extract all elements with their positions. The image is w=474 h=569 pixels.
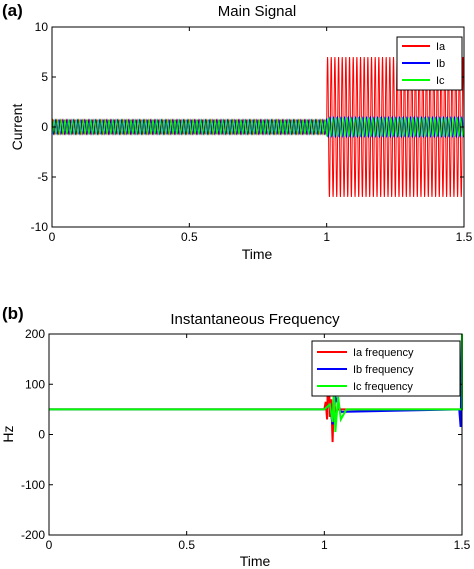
y-tick-label: 100 <box>25 377 45 391</box>
panel-a: (a) Main Signal 0 0.5 1 1.5 10 5 0 -5 -10 Time C… <box>2 1 473 262</box>
y-tick-label: 0 <box>41 120 48 134</box>
panel-a-ylabel: Current <box>9 104 25 151</box>
panel-a-legend: Ia Ib Ic <box>396 36 463 91</box>
panel-b-legend-ic: Ic frequency <box>353 381 413 393</box>
series-line-ic <box>51 116 465 138</box>
series-line-ia <box>51 56 465 198</box>
panel-b-title: Instantaneous Frequency <box>170 311 340 328</box>
x-tick-label: 0.5 <box>181 230 198 244</box>
panel-b-legend-ib: Ib frequency <box>353 364 414 376</box>
series-line-ib <box>51 115 465 139</box>
panel-a-xlabel: Time <box>242 246 273 262</box>
y-tick-label: -10 <box>31 220 49 234</box>
panel-b-plot-area <box>49 333 463 443</box>
y-tick-label: -100 <box>21 478 45 492</box>
x-tick-label: 0.5 <box>178 538 195 552</box>
panel-b-legend: Ia frequency Ib frequency Ic frequency <box>311 340 461 397</box>
y-tick-label: 200 <box>25 327 45 341</box>
panel-a-plot-area <box>51 56 465 198</box>
panel-a-label: (a) <box>2 1 23 20</box>
panel-a-ticks: 0 0.5 1 1.5 10 5 0 -5 -10 <box>31 20 473 244</box>
x-tick-label: 1 <box>323 230 330 244</box>
y-tick-label: -200 <box>21 528 45 542</box>
panel-a-legend-ic: Ic <box>436 75 445 87</box>
panel-b-xlabel: Time <box>240 553 271 569</box>
x-tick-label: 1.5 <box>454 538 471 552</box>
x-tick-label: 1.5 <box>456 230 473 244</box>
y-tick-label: 0 <box>38 428 45 442</box>
panel-b-label: (b) <box>2 304 24 323</box>
panel-b: (b) Instantaneous Frequency 0 0.5 1 1.5 200 1… <box>0 304 471 569</box>
panel-a-legend-ia: Ia <box>436 41 446 53</box>
y-tick-label: 5 <box>41 70 48 84</box>
panel-b-legend-ia: Ia frequency <box>353 347 414 359</box>
x-tick-label: 1 <box>321 538 328 552</box>
panel-a-legend-ib: Ib <box>436 58 445 70</box>
panel-a-title: Main Signal <box>218 3 296 20</box>
series-line-ic-frequency <box>49 334 463 433</box>
x-tick-label: 0 <box>49 230 56 244</box>
x-tick-label: 0 <box>46 538 53 552</box>
y-tick-label: -5 <box>37 170 48 184</box>
panel-b-ylabel: Hz <box>0 425 16 442</box>
panel-b-ticks: 0 0.5 1 1.5 200 100 0 -100 -200 <box>21 327 471 552</box>
y-tick-label: 10 <box>35 20 49 34</box>
